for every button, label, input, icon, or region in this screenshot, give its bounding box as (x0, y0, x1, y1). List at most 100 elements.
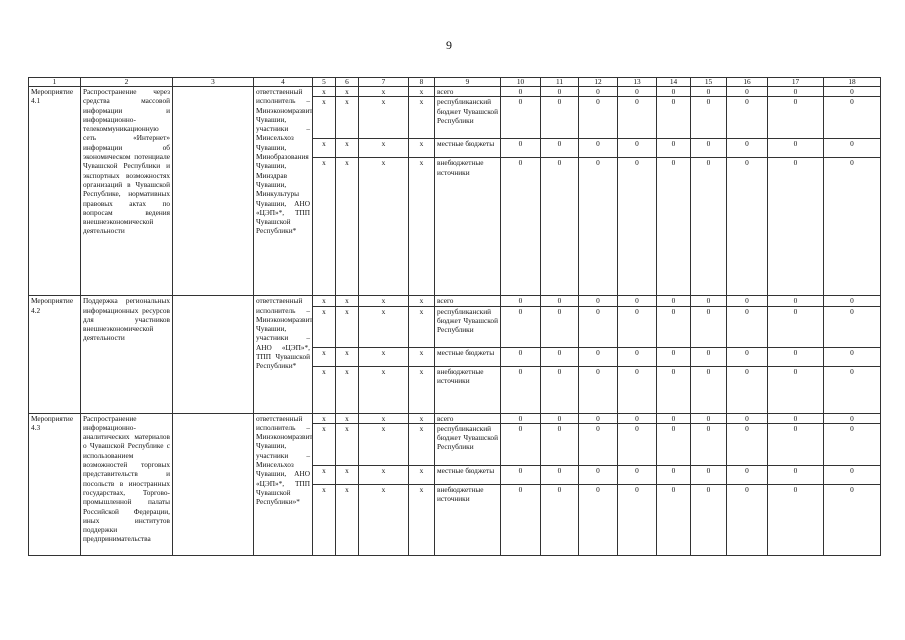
amount-cell: 0 (540, 412, 579, 424)
code-mark-cell: x (408, 157, 435, 297)
amount-cell: 0 (656, 85, 691, 98)
amount-cell: 0 (690, 365, 727, 414)
activity-executors: ответственный исполнитель – Минэкономраз… (253, 85, 313, 297)
amount-cell: 0 (726, 346, 768, 367)
amount-cell: 0 (767, 365, 824, 414)
code-mark-cell: x (335, 412, 359, 424)
amount-cell: 0 (690, 483, 727, 556)
code-mark-cell: x (358, 85, 409, 98)
amount-cell: 0 (726, 305, 768, 348)
amount-cell: 0 (823, 412, 881, 424)
code-mark-cell: x (335, 157, 359, 297)
amount-cell: 0 (617, 422, 657, 466)
code-mark-cell: x (408, 464, 435, 485)
column-number-header: 8 (408, 77, 435, 87)
amount-cell: 0 (690, 138, 727, 159)
table-row: Мероприятие 4.1 Распространение через сре… (28, 85, 881, 297)
amount-cell: 0 (500, 412, 541, 424)
amount-cell: 0 (500, 346, 541, 367)
amount-cell: 0 (578, 365, 618, 414)
amount-cell: 0 (500, 464, 541, 485)
code-mark-cell: x (408, 483, 435, 556)
page-number: 9 (446, 38, 452, 52)
code-mark-cell: x (408, 295, 435, 307)
code-mark-cell: x (335, 422, 359, 466)
funding-source: республиканский бюджет Чувашской Республ… (434, 422, 501, 466)
amount-cell: 0 (540, 85, 579, 98)
amount-cell: 0 (726, 365, 768, 414)
column-number-header: 12 (578, 77, 618, 87)
code-mark-cell: x (408, 305, 435, 348)
amount-cell: 0 (767, 422, 824, 466)
funding-source: республиканский бюджет Чувашской Республ… (434, 96, 501, 140)
table-row: x x x x республиканский бюджет Чувашской Рес… (29, 422, 881, 466)
code-mark-cell: x (312, 422, 336, 466)
amount-cell: 0 (726, 138, 768, 159)
code-mark-cell: x (408, 138, 435, 159)
amount-cell: 0 (540, 464, 579, 485)
activity-name: Мероприятие 4.2 (28, 295, 81, 414)
activity-description: Распространение информационно-аналитичес… (80, 412, 173, 556)
amount-cell: 0 (578, 85, 618, 98)
amount-cell: 0 (726, 483, 768, 556)
amount-cell: 0 (690, 85, 727, 98)
activity-name: Мероприятие 4.3 (28, 412, 81, 556)
amount-cell: 0 (540, 483, 579, 556)
activity-col3 (172, 295, 254, 414)
table-row: x x x x местные бюджеты 0 0 0 0 0 0 0 0 0 (29, 464, 881, 485)
funding-source: республиканский бюджет Чувашской Республ… (434, 305, 501, 348)
code-mark-cell: x (312, 412, 336, 424)
column-number-header: 4 (253, 77, 313, 87)
column-number-header: 2 (80, 77, 173, 87)
amount-cell: 0 (656, 422, 691, 466)
amount-cell: 0 (823, 295, 881, 307)
amount-cell: 0 (540, 295, 579, 307)
amount-cell: 0 (656, 412, 691, 424)
code-mark-cell: x (358, 365, 409, 414)
amount-cell: 0 (617, 483, 657, 556)
amount-cell: 0 (540, 157, 579, 297)
code-mark-cell: x (358, 305, 409, 348)
code-mark-cell: x (358, 157, 409, 297)
amount-cell: 0 (690, 346, 727, 367)
code-mark-cell: x (312, 483, 336, 556)
amount-cell: 0 (656, 138, 691, 159)
column-number-header: 10 (500, 77, 541, 87)
amount-cell: 0 (767, 412, 824, 424)
code-mark-cell: x (335, 346, 359, 367)
amount-cell: 0 (656, 295, 691, 307)
code-mark-cell: x (312, 305, 336, 348)
code-mark-cell: x (408, 85, 435, 98)
code-mark-cell: x (312, 157, 336, 297)
amount-cell: 0 (656, 365, 691, 414)
funding-source: местные бюджеты (434, 464, 501, 485)
column-number-header: 11 (540, 77, 579, 87)
amount-cell: 0 (823, 365, 881, 414)
column-number-header: 14 (656, 77, 691, 87)
amount-cell: 0 (726, 85, 768, 98)
code-mark-cell: x (408, 346, 435, 367)
amount-cell: 0 (656, 305, 691, 348)
table-row: Мероприятие 4.2 Поддержка региональных ин… (28, 295, 881, 414)
code-mark-cell: x (312, 295, 336, 307)
column-number-header: 18 (823, 77, 881, 87)
code-mark-cell: x (335, 483, 359, 556)
column-number-header: 3 (172, 77, 254, 87)
activity-description: Распространение через средства массовой … (80, 85, 173, 297)
code-mark-cell: x (335, 138, 359, 159)
amount-cell: 0 (823, 138, 881, 159)
column-number-header: 6 (335, 77, 359, 87)
code-mark-cell: x (358, 412, 409, 424)
amount-cell: 0 (767, 305, 824, 348)
amount-cell: 0 (690, 464, 727, 485)
amount-cell: 0 (578, 412, 618, 424)
amount-cell: 0 (726, 157, 768, 297)
amount-cell: 0 (690, 305, 727, 348)
code-mark-cell: x (335, 305, 359, 348)
amount-cell: 0 (726, 96, 768, 140)
amount-cell: 0 (500, 365, 541, 414)
amount-cell: 0 (578, 295, 618, 307)
code-mark-cell: x (312, 138, 336, 159)
amount-cell: 0 (690, 96, 727, 140)
column-number-header: 5 (312, 77, 336, 87)
